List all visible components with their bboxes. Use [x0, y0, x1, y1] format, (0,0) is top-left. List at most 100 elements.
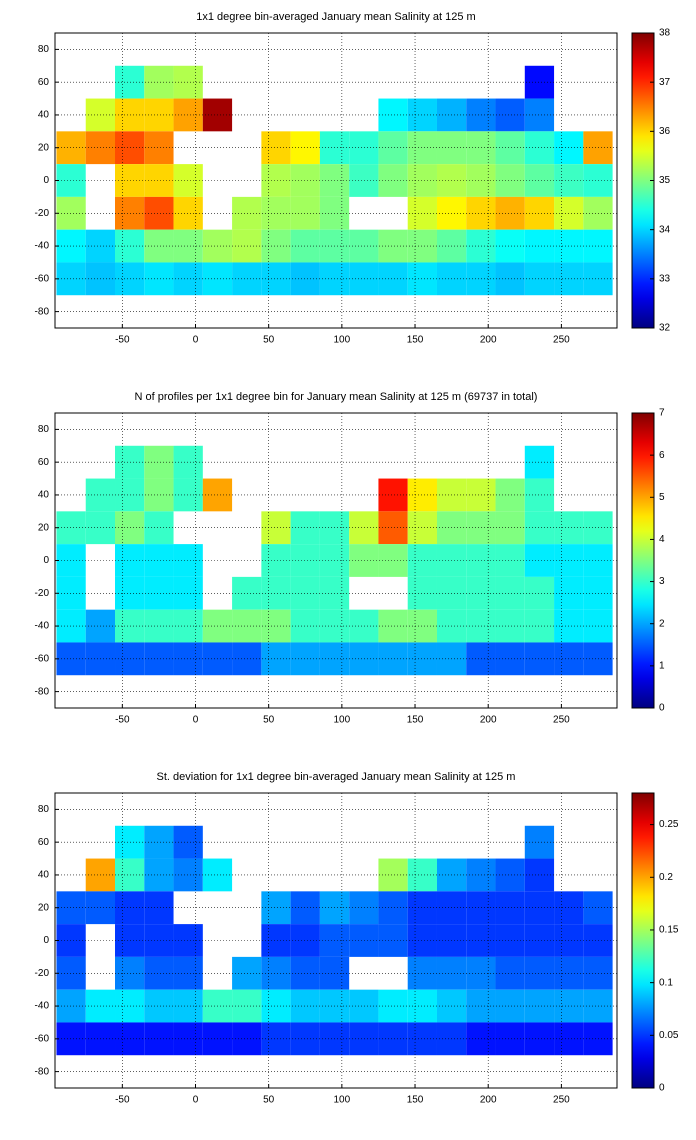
- x-tick-label: 250: [553, 335, 570, 346]
- x-tick-label: 150: [407, 1095, 424, 1106]
- y-tick-label: -60: [35, 653, 50, 664]
- cell: [349, 544, 379, 577]
- cell: [144, 65, 174, 99]
- cell: [144, 478, 174, 512]
- cell: [261, 229, 291, 263]
- y-tick-label: -80: [35, 686, 50, 697]
- cell: [583, 956, 613, 990]
- cell: [495, 924, 525, 957]
- cell: [349, 229, 379, 263]
- cell: [173, 164, 203, 197]
- chart-title: St. deviation for 1x1 degree bin-average…: [157, 771, 516, 783]
- cell: [261, 511, 291, 545]
- cell: [144, 1022, 174, 1056]
- cell: [56, 576, 86, 610]
- cell: [378, 164, 408, 197]
- cell: [56, 544, 86, 577]
- cell: [144, 956, 174, 990]
- colorbar-tick-label: 0: [659, 703, 665, 714]
- cell: [495, 989, 525, 1023]
- cell: [144, 642, 174, 676]
- cell: [378, 98, 408, 132]
- cell: [261, 924, 291, 957]
- colorbar-tick-label: 0.1: [659, 977, 673, 988]
- x-tick-label: 150: [407, 335, 424, 346]
- x-tick-label: 250: [553, 1095, 570, 1106]
- cell: [144, 164, 174, 197]
- colorbar-tick-label: 32: [659, 323, 671, 334]
- colorbar-tick-label: 0.05: [659, 1030, 679, 1041]
- y-tick-label: 0: [43, 555, 49, 566]
- cell: [495, 642, 525, 676]
- cell: [261, 989, 291, 1023]
- cell: [349, 1022, 379, 1056]
- cell: [583, 544, 613, 577]
- cell: [173, 1022, 203, 1056]
- x-tick-label: 50: [263, 715, 275, 726]
- cell: [495, 858, 525, 892]
- cell: [144, 989, 174, 1023]
- y-tick-label: 60: [38, 77, 50, 88]
- colorbar-tick-label: 0.2: [659, 872, 673, 883]
- cell: [495, 98, 525, 132]
- cell: [56, 891, 86, 925]
- cell: [349, 924, 379, 957]
- y-tick-label: 80: [38, 44, 50, 55]
- cell: [261, 164, 291, 197]
- cell: [144, 609, 174, 643]
- cell: [583, 989, 613, 1023]
- cell: [495, 164, 525, 197]
- cell: [378, 262, 408, 296]
- plot-frame: [54, 412, 618, 709]
- cell: [378, 1022, 408, 1056]
- cell: [495, 478, 525, 512]
- x-tick-label: 100: [334, 335, 351, 346]
- cell: [466, 262, 496, 296]
- cell: [583, 196, 613, 230]
- cell: [378, 609, 408, 643]
- cell: [378, 544, 408, 577]
- colorbar-tick-label: 7: [659, 408, 665, 419]
- cell: [466, 98, 496, 132]
- cell: [466, 229, 496, 263]
- cell: [173, 989, 203, 1023]
- cell: [173, 262, 203, 296]
- cell: [56, 956, 86, 990]
- cell: [349, 164, 379, 197]
- cell: [144, 98, 174, 132]
- y-tick-label: -20: [35, 968, 50, 979]
- cell: [173, 65, 203, 99]
- cell: [495, 1022, 525, 1056]
- cell: [261, 609, 291, 643]
- cell: [495, 196, 525, 230]
- cell: [466, 1022, 496, 1056]
- cell: [173, 609, 203, 643]
- cell: [261, 956, 291, 990]
- y-tick-label: 40: [38, 870, 50, 881]
- x-tick-label: 0: [193, 1095, 199, 1106]
- y-tick-label: 20: [38, 142, 50, 153]
- cell: [261, 196, 291, 230]
- colorbar-tick-label: 34: [659, 224, 671, 235]
- colorbar: [632, 33, 654, 328]
- cell: [173, 196, 203, 230]
- cell: [495, 609, 525, 643]
- cell: [261, 1022, 291, 1056]
- cell: [583, 576, 613, 610]
- plot-frame: [54, 32, 618, 329]
- cell: [144, 196, 174, 230]
- colorbar-tick-label: 38: [659, 28, 671, 39]
- cell: [173, 825, 203, 859]
- x-tick-label: 0: [193, 335, 199, 346]
- colorbar-tick-label: 35: [659, 175, 671, 186]
- cell: [349, 262, 379, 296]
- y-tick-label: -60: [35, 273, 50, 284]
- x-tick-label: 100: [334, 1095, 351, 1106]
- y-tick-label: -20: [35, 588, 50, 599]
- cell: [56, 989, 86, 1023]
- x-tick-label: -50: [115, 715, 130, 726]
- cell: [349, 989, 379, 1023]
- cell: [466, 989, 496, 1023]
- cell: [466, 858, 496, 892]
- cell: [144, 858, 174, 892]
